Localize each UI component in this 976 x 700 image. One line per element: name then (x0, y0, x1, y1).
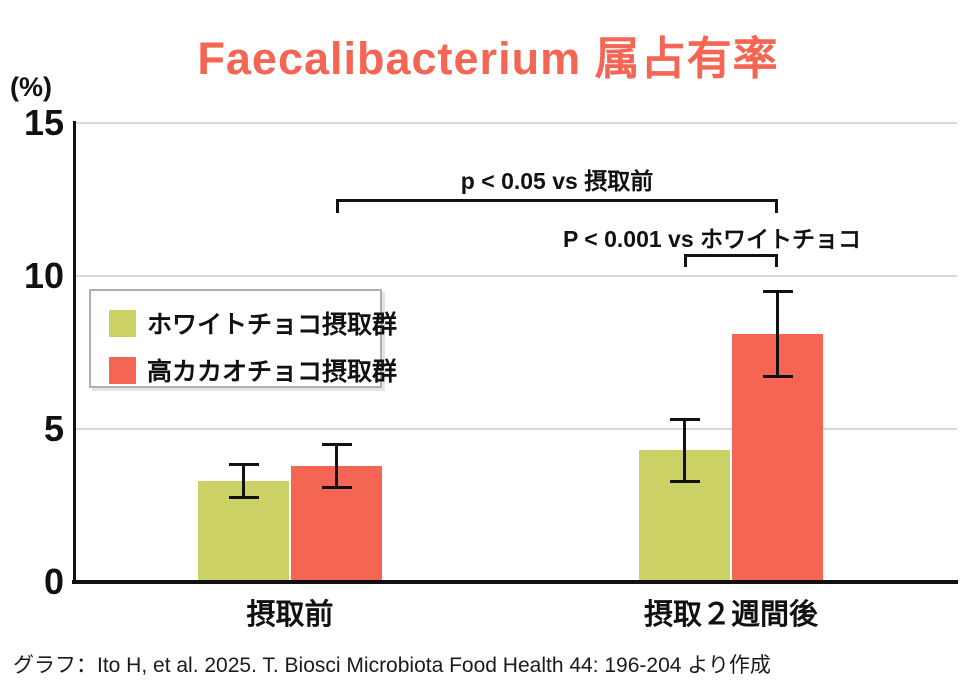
errorbar-cap-top-white-choco-group0 (228, 462, 259, 466)
y-tick-label-0: 0 (43, 561, 64, 602)
gridline-10 (75, 275, 957, 277)
errorbar-cap-top-white-choco-group1 (669, 418, 700, 422)
source-citation: グラフ：Ito H, et al. 2025. T. Biosci Microb… (13, 654, 771, 677)
y-tick-label-5: 5 (43, 408, 64, 449)
legend-box: ホワイトチョコ摂取群 高カカオチョコ摂取群 (89, 289, 397, 388)
gridline-15 (75, 122, 957, 124)
legend-swatch-white-choco (109, 309, 136, 337)
y-tick-label-10: 10 (23, 255, 64, 296)
errorbar-high-cacao-group1 (776, 291, 779, 377)
legend-label-high-cacao: 高カカオチョコ摂取群 (147, 358, 398, 386)
legend-label-white-choco: ホワイトチョコ摂取群 (147, 311, 398, 339)
gridline-5 (75, 428, 957, 430)
errorbar-cap-bottom-white-choco-group1 (669, 479, 700, 483)
errorbar-white-choco-group1 (683, 419, 686, 481)
legend-swatch-high-cacao (109, 356, 136, 384)
y-axis-line (73, 121, 76, 584)
significance-annotation-2: P < 0.001 vs ホワイトチョコ (562, 226, 862, 252)
significance-bracket-2 (684, 254, 778, 267)
errorbar-cap-bottom-high-cacao-group0 (321, 485, 352, 489)
x-category-label-0: 摂取前 (246, 599, 334, 631)
errorbar-cap-bottom-white-choco-group0 (228, 496, 259, 500)
y-tick-label-15: 15 (23, 102, 64, 143)
significance-bracket-1 (336, 199, 778, 213)
x-category-label-1: 摂取２週間後 (643, 599, 819, 631)
legend-item-high-cacao: 高カカオチョコ摂取群 (109, 352, 397, 388)
errorbar-high-cacao-group0 (335, 444, 338, 488)
significance-annotation-1: p < 0.05 vs 摂取前 (460, 168, 654, 194)
x-axis-line (72, 580, 958, 584)
errorbar-white-choco-group0 (242, 464, 245, 498)
errorbar-cap-top-high-cacao-group0 (321, 442, 352, 446)
errorbar-cap-top-high-cacao-group1 (762, 289, 793, 293)
errorbar-cap-bottom-high-cacao-group1 (762, 375, 793, 379)
chart-title: Faecalibacterium 属占有率 (197, 33, 779, 84)
legend-item-white-choco: ホワイトチョコ摂取群 (109, 305, 397, 341)
y-axis-unit-label: (%) (10, 72, 52, 102)
